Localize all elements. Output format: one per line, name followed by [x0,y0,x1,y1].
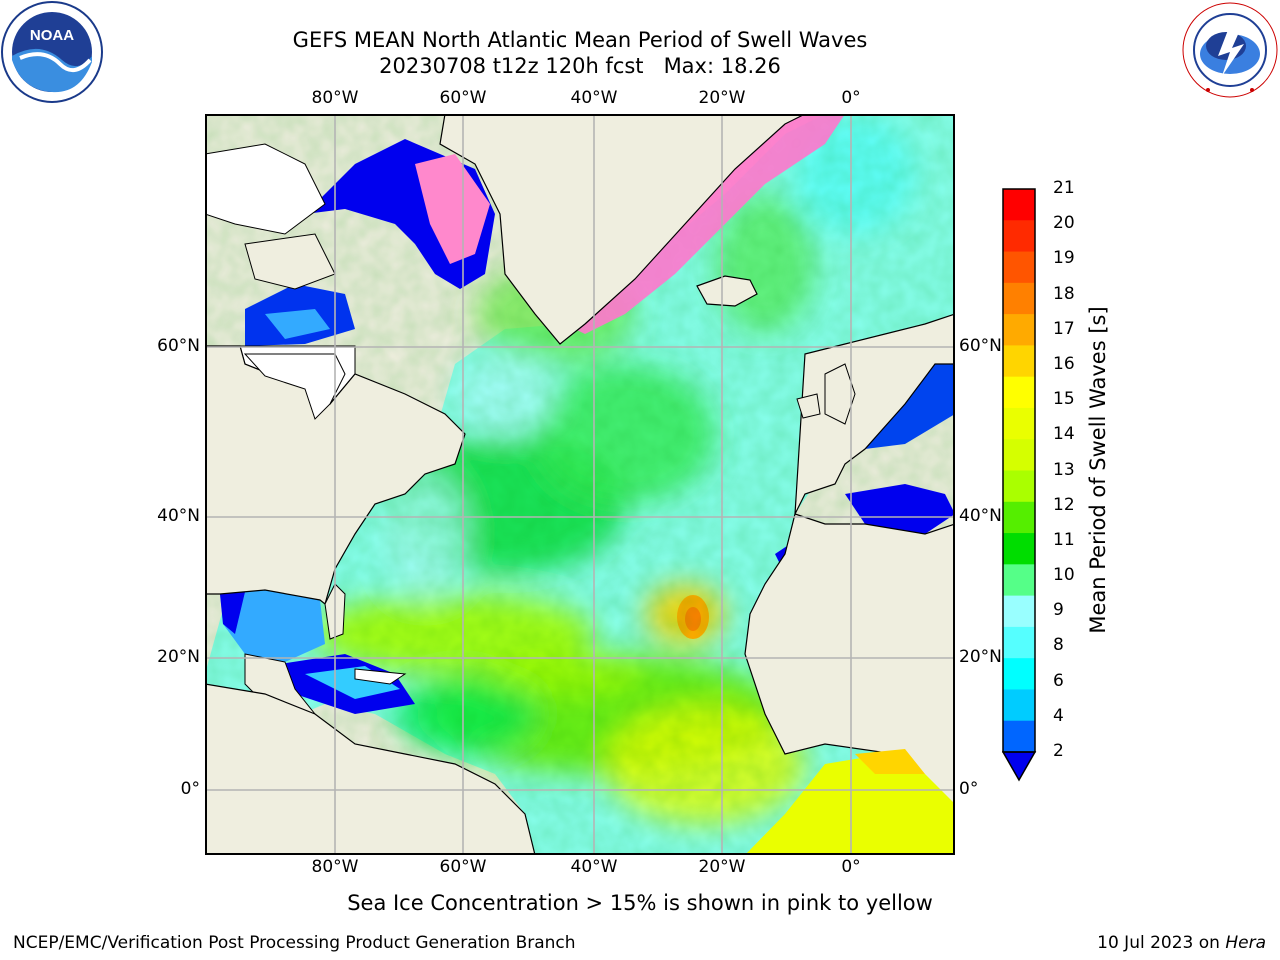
lat-label-right: 40°N [959,506,1002,526]
noaa-logo-text: NOAA [30,27,74,44]
colorbar-tick-label: 20 [1053,213,1075,234]
lon-label-bottom: 0° [841,857,861,877]
date-text: 10 Jul 2023 on Hera [1097,933,1266,953]
colorbar-block [1003,220,1035,253]
map-title: GEFS MEAN North Atlantic Mean Period of … [292,28,868,52]
lon-label-top: 80°W [311,88,359,108]
colorbar-block [1003,595,1035,628]
north-sea [865,364,955,449]
mediterranean [845,484,955,534]
lat-label-left: 60°N [157,336,200,356]
colorbar [1002,188,1037,782]
colorbar-block [1003,189,1035,221]
colorbar-block [1003,626,1035,659]
colorbar-tick-label: 21 [1053,178,1075,198]
colorbar-tick-label: 16 [1053,353,1075,374]
map-subtitle: 20230708 t12z 120h fcst Max: 18.26 [379,54,781,78]
colorbar-block [1003,251,1035,284]
credit-text: NCEP/EMC/Verification Post Processing Pr… [13,933,576,953]
noaa-logo-icon: NOAA [1,1,103,103]
colorbar-tick-label: 2 [1053,741,1064,761]
nws-logo-icon [1182,2,1278,98]
lon-label-bottom: 40°W [570,857,618,877]
colorbar-tick-label: 17 [1053,318,1075,339]
colorbar-block [1003,501,1035,534]
colorbar-tick-label: 19 [1053,248,1075,269]
colorbar-block [1003,282,1035,315]
greenland [439,114,806,345]
colorbar-tick-label: 10 [1053,565,1075,586]
colorbar-tick-label: 8 [1053,635,1064,656]
lon-label-top: 40°W [570,88,618,108]
colorbar-block [1003,407,1035,440]
colorbar-tick-label: 13 [1053,459,1075,480]
lat-label-left: 0° [180,779,200,799]
gulf-of-guinea [745,754,955,855]
sea-ice-note: Sea Ice Concentration > 15% is shown in … [347,891,933,915]
lat-label-right: 20°N [959,647,1002,667]
colorbar-block [1003,439,1035,471]
lat-label-left: 20°N [157,647,200,667]
colorbar-tick-label: 9 [1053,600,1064,621]
colorbar-block [1003,720,1035,753]
colorbar-tick-label: 4 [1053,705,1064,726]
colorbar-block [1003,470,1035,503]
colorbar-label: Mean Period of Swell Waves [s] [1086,306,1110,634]
colorbar-tick-label: 15 [1053,389,1075,410]
graticule [205,114,955,855]
swell-period-map [205,114,955,855]
ireland [796,393,821,419]
lon-label-top: 20°W [698,88,746,108]
colorbar-block [1003,376,1035,409]
colorbar-tick-label: 12 [1053,494,1075,515]
colorbar-block [1003,564,1035,597]
lon-label-top: 0° [841,88,861,108]
colorbar-tick-label: 18 [1053,283,1075,304]
colorbar-block [1003,345,1035,378]
colorbar-frame [1002,188,1036,753]
europe-africa [744,313,955,855]
colorbar-extend-arrow [1002,751,1037,782]
south-america [205,683,536,855]
lon-label-bottom: 80°W [311,857,359,877]
colorbar-block [1003,314,1035,346]
machine-name: Hera [1225,933,1266,953]
date-prefix: 10 Jul 2023 on [1097,933,1226,953]
lat-label-left: 40°N [157,506,200,526]
lat-label-right: 60°N [959,336,1002,356]
colorbar-tick-label: 11 [1053,529,1075,550]
iceland [696,275,758,307]
colorbar-block [1003,658,1035,690]
colorbar-tick-label: 14 [1053,424,1075,445]
colorbar-block [1003,533,1035,565]
lat-label-right: 0° [959,779,979,799]
great-britain [824,363,856,425]
lon-label-top: 60°W [439,88,487,108]
map-frame [205,114,955,855]
sea-ice-region [415,154,490,264]
lon-label-bottom: 20°W [698,857,746,877]
colorbar-tick-label: 6 [1053,670,1064,691]
colorbar-block [1003,689,1035,722]
gulf-of-mexico [220,590,325,662]
lon-label-bottom: 60°W [439,857,487,877]
